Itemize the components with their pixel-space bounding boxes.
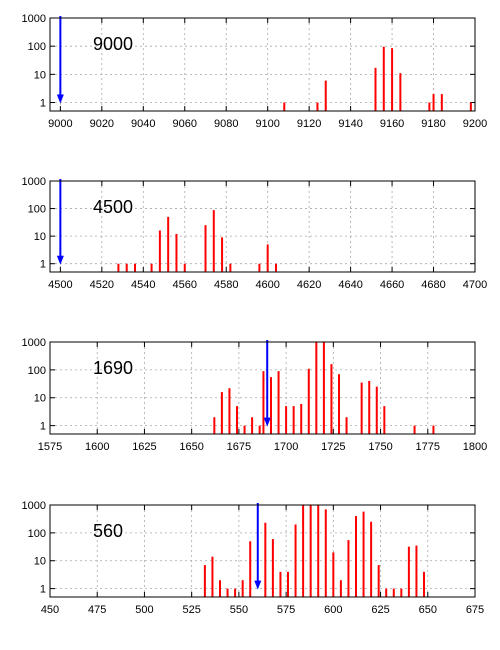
plot-frame — [49, 504, 476, 598]
y-tick-label: 1 — [40, 98, 46, 110]
x-tick-label: 1800 — [463, 441, 487, 453]
x-tick-label: 625 — [371, 604, 389, 616]
y-tick-label: 1 — [40, 259, 46, 271]
x-tick-label: 4580 — [214, 279, 238, 291]
x-tick-label: 4500 — [48, 279, 72, 291]
x-tick-label: 4640 — [338, 279, 362, 291]
marker-arrow-head — [56, 94, 64, 104]
y-tick-label: 100 — [28, 204, 46, 216]
plot-frame — [49, 17, 476, 112]
marker-arrow-head — [56, 255, 64, 265]
x-tick-label: 4520 — [90, 279, 114, 291]
x-tick-label: 9000 — [48, 118, 72, 130]
y-tick-label: 10 — [34, 393, 46, 405]
x-tick-label: 9160 — [380, 118, 404, 130]
x-tick-label: 1675 — [227, 441, 251, 453]
marker-arrow-head — [254, 580, 262, 590]
x-tick-label: 1650 — [179, 441, 203, 453]
x-tick-label: 1575 — [38, 441, 62, 453]
x-tick-label: 4600 — [255, 279, 279, 291]
y-tick-label: 1000 — [22, 500, 46, 512]
chart-panel-1: 1 10 100 1000 9000 9020 9040 9060 9080 9100 9120 91… — [22, 13, 488, 130]
x-tick-label: 1750 — [368, 441, 392, 453]
panel-label: 560 — [93, 521, 123, 541]
plot-frame — [49, 341, 476, 435]
x-tick-label: 500 — [135, 604, 153, 616]
chart-panel-2: 1 10 100 1000 4500 4520 4540 4560 4580 4600 4620 46… — [22, 176, 488, 291]
chart-panel-4: 1 10 100 1000 450 475 500 525 550 575 600 625 650 675… — [22, 500, 485, 616]
x-tick-label: 9060 — [173, 118, 197, 130]
x-tick-label: 9120 — [297, 118, 321, 130]
x-tick-label: 9020 — [90, 118, 114, 130]
x-tick-label: 650 — [419, 604, 437, 616]
x-tick-label: 4680 — [421, 279, 445, 291]
x-tick-label: 550 — [230, 604, 248, 616]
y-tick-label: 1 — [40, 584, 46, 596]
x-tick-label: 9200 — [463, 118, 487, 130]
y-tick-label: 10 — [34, 69, 46, 81]
x-tick-label: 4700 — [463, 279, 487, 291]
y-tick-label: 10 — [34, 556, 46, 568]
y-tick-label: 10 — [34, 231, 46, 243]
x-tick-label: 600 — [324, 604, 342, 616]
y-tick-label: 100 — [28, 528, 46, 540]
x-tick-label: 675 — [466, 604, 484, 616]
x-tick-label: 4620 — [297, 279, 321, 291]
x-tick-label: 1625 — [132, 441, 156, 453]
chart-panel-3: 1 10 100 1000 1575 1600 1625 1650 1675 1700 1725 17… — [22, 337, 488, 453]
x-tick-label: 1700 — [274, 441, 298, 453]
plot-frame — [49, 180, 476, 273]
x-tick-label: 9080 — [214, 118, 238, 130]
y-tick-label: 1000 — [22, 13, 46, 25]
panel-label: 4500 — [93, 197, 133, 217]
x-tick-label: 1725 — [321, 441, 345, 453]
x-tick-label: 575 — [277, 604, 295, 616]
x-tick-label: 475 — [88, 604, 106, 616]
x-tick-label: 1600 — [85, 441, 109, 453]
panel-label: 1690 — [93, 358, 133, 378]
marker-arrow-head — [263, 417, 271, 427]
x-tick-label: 9040 — [131, 118, 155, 130]
x-tick-label: 4560 — [173, 279, 197, 291]
x-tick-label: 4540 — [131, 279, 155, 291]
x-tick-label: 9140 — [338, 118, 362, 130]
y-tick-label: 1000 — [22, 337, 46, 349]
y-tick-label: 1000 — [22, 176, 46, 188]
x-tick-label: 1775 — [416, 441, 440, 453]
x-tick-label: 9100 — [255, 118, 279, 130]
y-tick-label: 100 — [28, 365, 46, 377]
panel-label: 9000 — [93, 34, 133, 54]
x-tick-label: 4660 — [380, 279, 404, 291]
x-tick-label: 525 — [182, 604, 200, 616]
y-tick-label: 1 — [40, 421, 46, 433]
x-tick-label: 9180 — [421, 118, 445, 130]
x-tick-label: 450 — [41, 604, 59, 616]
y-tick-label: 100 — [28, 41, 46, 53]
